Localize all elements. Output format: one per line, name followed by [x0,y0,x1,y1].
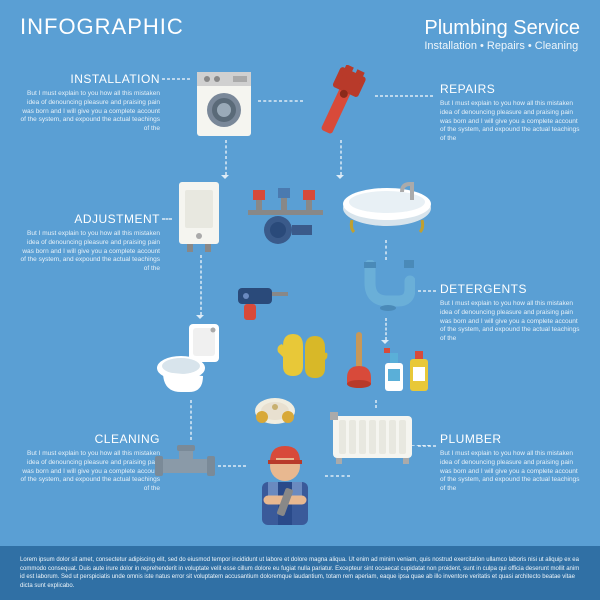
footer-text: Lorem ipsum dolor sit amet, consectetur … [20,556,580,590]
connector [418,290,436,292]
section-body: But I must explain to you how all this m… [20,90,160,134]
section-body: But I must explain to you how all this m… [440,300,580,344]
section-cleaning: CLEANING But I must explain to you how a… [20,432,160,494]
section-adjustment: ADJUSTMENT But I must explain to you how… [20,212,160,274]
section-heading: REPAIRS [440,82,580,96]
gloves-icon [275,330,330,380]
radiator-icon [330,410,415,465]
connector [340,140,342,175]
connector [162,78,190,80]
boiler-icon [175,180,223,252]
connector [200,255,202,315]
bathtub-icon [340,180,435,235]
infographic-canvas: INFOGRAPHIC Plumbing Service Installatio… [0,0,600,600]
drill-icon [230,280,290,322]
header-title: Plumbing Service [424,17,580,40]
section-heading: PLUMBER [440,432,580,446]
section-detergents: DETERGENTS But I must explain to you how… [440,282,580,344]
connector [190,400,192,440]
header: INFOGRAPHIC Plumbing Service Installatio… [0,0,600,60]
section-heading: ADJUSTMENT [20,212,160,226]
toilet-icon [155,320,225,395]
section-installation: INSTALLATION But I must explain to you h… [20,72,160,134]
pump-valves-icon [248,185,323,250]
connector [385,240,387,260]
detergent-bottles-icon [380,345,435,395]
connector [162,218,172,220]
connector [385,318,387,340]
header-right: Plumbing Service Installation • Repairs … [424,17,580,52]
plumber-avatar-icon [250,440,320,525]
sink-trap-icon [360,260,415,315]
connector [325,475,350,477]
footer: Lorem ipsum dolor sit amet, consectetur … [0,546,600,600]
plunger-icon [345,330,373,390]
section-repairs: REPAIRS But I must explain to you how al… [440,82,580,144]
connector [218,465,246,467]
connector [375,400,377,408]
section-body: But I must explain to you how all this m… [440,450,580,494]
header-left-label: INFOGRAPHIC [20,14,184,40]
header-subtitle: Installation • Repairs • Cleaning [424,40,580,52]
section-heading: INSTALLATION [20,72,160,86]
section-body: But I must explain to you how all this m… [20,230,160,274]
washing-machine-icon [195,70,253,138]
connector [225,140,227,175]
section-plumber: PLUMBER But I must explain to you how al… [440,432,580,494]
respirator-icon [250,395,300,427]
connector [258,100,303,102]
pipe-wrench-icon [310,65,370,140]
pipe-fitting-icon [155,445,215,485]
section-heading: CLEANING [20,432,160,446]
section-body: But I must explain to you how all this m… [20,450,160,494]
connector [375,95,433,97]
section-body: But I must explain to you how all this m… [440,100,580,144]
section-heading: DETERGENTS [440,282,580,296]
connector [418,445,436,447]
